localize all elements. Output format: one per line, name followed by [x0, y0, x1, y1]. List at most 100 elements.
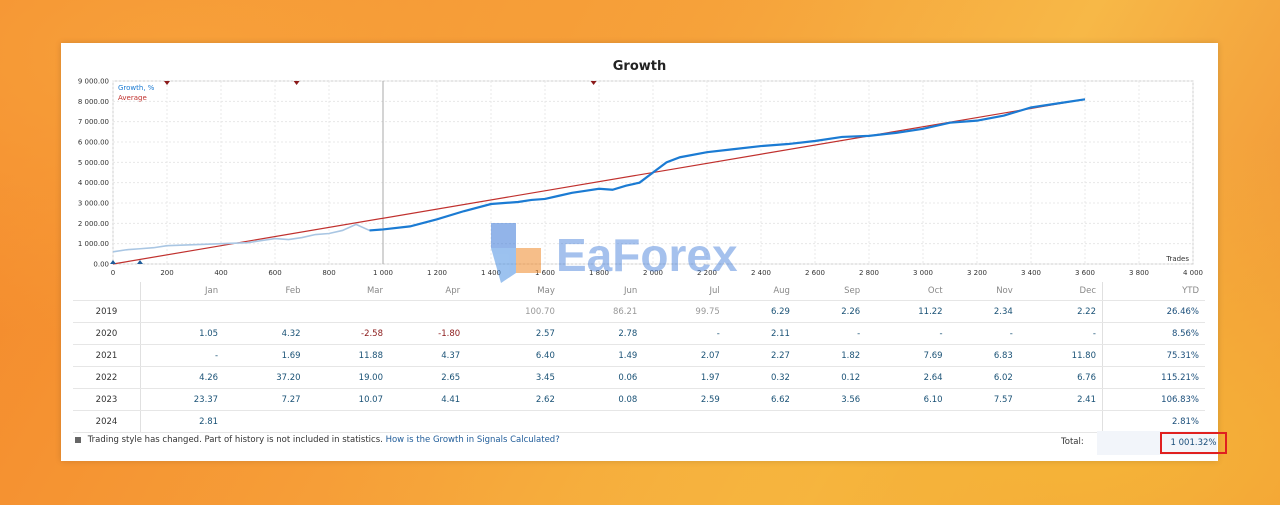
month-value-cell	[795, 410, 867, 433]
y-tick-label: 5 000.00	[78, 159, 109, 167]
month-value-cell: 11.80	[1018, 344, 1103, 367]
month-value-cell: 37.20	[224, 366, 307, 389]
total-cell	[1097, 431, 1217, 455]
x-axis-label: Trades	[1165, 255, 1189, 263]
y-tick-label: 9 000.00	[78, 78, 109, 86]
year-cell: 2024	[73, 410, 141, 433]
month-value-cell: 6.62	[725, 388, 796, 411]
legend-entry: Growth, %	[118, 84, 155, 92]
month-value-cell: 1.97	[643, 366, 726, 389]
month-value-cell: 11.88	[306, 344, 389, 367]
table-body: 2019 100.70 86.21 99.75 6.29 2.26 11.22 2.34 2.2…	[73, 300, 1205, 433]
month-value-cell: -	[948, 322, 1019, 345]
month-value-cell: 2.22	[1018, 300, 1103, 323]
month-value-cell: 86.21	[560, 300, 644, 323]
growth-card: Growth 0.00 1 000.00 2 000.00 3 000.00 4 000…	[61, 43, 1227, 461]
y-tick-label: 3 000.00	[78, 200, 109, 208]
month-value-cell: 1.69	[224, 344, 307, 367]
x-tick-label: 2 600	[805, 269, 825, 277]
month-value-cell	[1018, 410, 1103, 433]
x-tick-label: 2 200	[697, 269, 717, 277]
month-value-cell: 2.65	[389, 366, 467, 389]
growth-chart: 0.00 1 000.00 2 000.00 3 000.00 4 000.00 5 00…	[78, 78, 1203, 278]
info-icon	[75, 436, 81, 443]
x-tick-label: 1 200	[427, 269, 447, 277]
y-tick-label: 1 000.00	[78, 240, 109, 248]
monthly-table: Jan Feb Mar Apr May Jun Jul Aug Sep Oct Nov Dec YTD …	[73, 282, 1205, 433]
table-header-row: Jan Feb Mar Apr May Jun Jul Aug Sep Oct Nov Dec YTD	[73, 282, 1205, 301]
growth-calc-link[interactable]: How is the Growth in Signals Calculated?	[385, 435, 560, 445]
x-tick-label: 1 800	[589, 269, 609, 277]
total-value: 1 001.32%	[1160, 432, 1227, 454]
month-value-cell: 2.81	[140, 410, 225, 433]
month-header: Feb	[224, 282, 307, 301]
deposit-marker	[293, 81, 300, 85]
month-value-cell: 2.26	[795, 300, 867, 323]
month-value-cell	[389, 300, 467, 323]
year-header	[73, 282, 141, 301]
x-tick-label: 2 400	[751, 269, 771, 277]
month-value-cell	[306, 410, 389, 433]
ytd-cell: 2.81%	[1102, 410, 1205, 433]
table-row: 2019 100.70 86.21 99.75 6.29 2.26 11.22 2.34 2.2…	[73, 300, 1205, 323]
month-value-cell	[306, 300, 389, 323]
x-tick-label: 1 600	[535, 269, 555, 277]
table-row: 2024 2.81 2.81%	[73, 410, 1205, 433]
y-tick-label: 7 000.00	[78, 118, 109, 126]
y-axis-ticks: 0.00 1 000.00 2 000.00 3 000.00 4 000.00 5 00…	[78, 78, 109, 269]
table-row: 2021-1.69 11.88 4.37 6.40 1.49 2.07 2.27 1.82 7.…	[73, 344, 1205, 367]
month-header: Aug	[725, 282, 796, 301]
month-value-cell: 6.76	[1018, 366, 1103, 389]
y-tick-label: 2 000.00	[78, 220, 109, 228]
chart-legend: Growth, % Average	[118, 84, 155, 102]
month-value-cell: 1.49	[560, 344, 644, 367]
chart-title: Growth	[612, 59, 667, 74]
x-tick-label: 0	[111, 269, 115, 277]
x-axis-ticks: 0 200 400 600 800 1 000 1 200 1 400 1 600 1 800 2 …	[111, 269, 1203, 277]
month-value-cell: 19.00	[306, 366, 389, 389]
x-tick-label: 2 000	[643, 269, 663, 277]
month-value-cell: -1.80	[389, 322, 467, 345]
ytd-cell: 115.21%	[1102, 366, 1205, 389]
month-value-cell: 23.37	[140, 388, 225, 411]
ytd-cell: 75.31%	[1102, 344, 1205, 367]
month-value-cell: 6.40	[466, 344, 561, 367]
x-tick-label: 1 000	[373, 269, 393, 277]
year-cell: 2022	[73, 366, 141, 389]
month-value-cell: 0.06	[560, 366, 644, 389]
month-header: Nov	[948, 282, 1019, 301]
year-cell: 2021	[73, 344, 141, 367]
month-value-cell	[643, 410, 726, 433]
month-value-cell	[389, 410, 467, 433]
withdraw-marker	[137, 260, 143, 264]
month-value-cell: 2.34	[948, 300, 1019, 323]
month-value-cell: 2.64	[866, 366, 949, 389]
table-row: 2023 23.37 7.27 10.07 4.41 2.62 0.08 2.59 6.62 3.…	[73, 388, 1205, 411]
y-tick-label: 4 000.00	[78, 179, 109, 187]
month-value-cell: 4.26	[140, 366, 225, 389]
month-value-cell	[725, 410, 796, 433]
month-value-cell: 1.82	[795, 344, 867, 367]
average-line	[112, 98, 1086, 265]
month-value-cell: -	[795, 322, 867, 345]
month-value-cell: 4.32	[224, 322, 307, 345]
month-value-cell: 2.41	[1018, 388, 1103, 411]
month-value-cell: 2.07	[643, 344, 726, 367]
ytd-cell: 8.56%	[1102, 322, 1205, 345]
y-tick-label: 8 000.00	[78, 98, 109, 106]
month-value-cell: 0.12	[795, 366, 867, 389]
year-cell: 2020	[73, 322, 141, 345]
month-value-cell: 3.56	[795, 388, 867, 411]
month-value-cell: 2.27	[725, 344, 796, 367]
footer: Trading style has changed. Part of histo…	[75, 431, 1227, 455]
month-value-cell: 10.07	[306, 388, 389, 411]
year-cell: 2019	[73, 300, 141, 323]
total-label: Total:	[1061, 437, 1084, 447]
month-header: Oct	[866, 282, 949, 301]
x-tick-label: 3 600	[1075, 269, 1095, 277]
ytd-cell: 106.83%	[1102, 388, 1205, 411]
table-row: 2022 4.26 37.20 19.00 2.65 3.45 0.06 1.97 0.32 0.…	[73, 366, 1205, 389]
year-cell: 2023	[73, 388, 141, 411]
eaforex-watermark: EaForex	[491, 223, 738, 283]
chart-lines	[112, 98, 1086, 265]
